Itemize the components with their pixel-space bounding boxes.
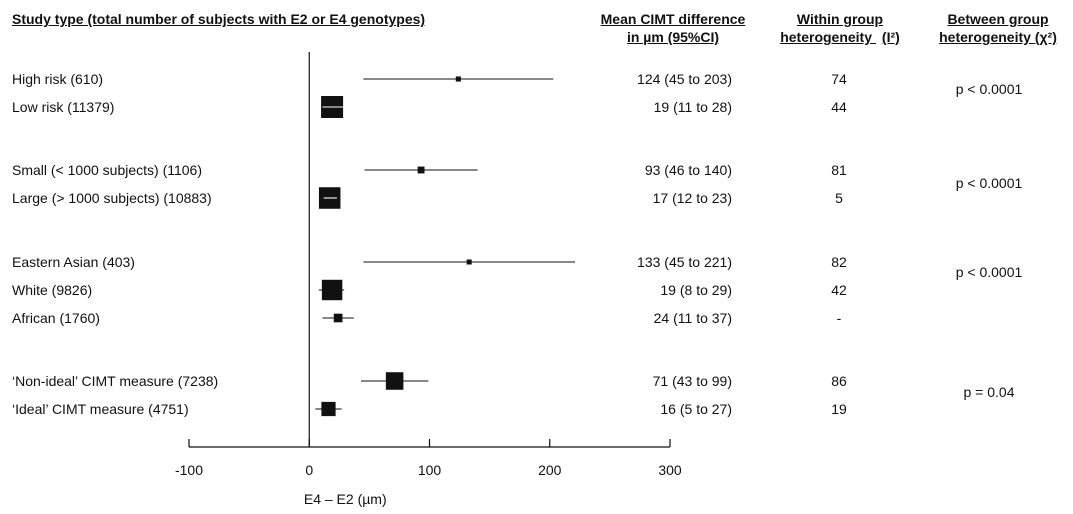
row-i2: 82 — [831, 254, 847, 270]
row-estimate: 19 (11 to 28) — [653, 99, 732, 115]
row-estimate: 17 (12 to 23) — [652, 190, 732, 206]
point-estimate-marker — [455, 76, 461, 82]
within-group-header-symbol: (I²) — [881, 29, 900, 45]
point-estimate-marker — [466, 259, 472, 265]
row-i2: 42 — [831, 282, 847, 298]
group-p-value: p < 0.0001 — [955, 81, 1023, 97]
row-label: Eastern Asian (403) — [12, 254, 135, 270]
row-label: Small (< 1000 subjects) (1106) — [12, 162, 202, 178]
row-estimate: 16 (5 to 27) — [660, 401, 732, 417]
group-p-value: p = 0.04 — [963, 384, 1015, 400]
row-estimate: 133 (45 to 221) — [637, 254, 732, 270]
row-estimate: 71 (43 to 99) — [652, 373, 732, 389]
x-tick-label: 300 — [658, 462, 682, 478]
within-group-header-line1: Within group — [796, 11, 884, 27]
forest-plot-marks: -100 0 100 200 300 — [175, 52, 682, 478]
mean-cimt-header-line1: Mean CIMT difference — [600, 11, 746, 27]
row-i2: 19 — [831, 401, 847, 417]
x-tick-label: 200 — [538, 462, 562, 478]
row-label: Large (> 1000 subjects) (10883) — [12, 190, 212, 206]
within-group-header-line2: heterogeneity (I²) — [770, 28, 910, 46]
point-estimate-marker — [417, 166, 425, 174]
row-i2: 86 — [831, 373, 847, 389]
x-tick-label: 100 — [418, 462, 442, 478]
group-p-value: p < 0.0001 — [955, 264, 1023, 280]
row-i2: - — [836, 310, 842, 326]
row-label: African (1760) — [12, 310, 100, 326]
row-label: ‘Ideal’ CIMT measure (4751) — [12, 401, 189, 417]
row-estimate: 93 (46 to 140) — [644, 162, 732, 178]
point-estimate-marker — [385, 372, 404, 390]
row-estimate: 124 (45 to 203) — [637, 71, 732, 87]
between-group-header-line1: Between group — [947, 11, 1049, 27]
row-i2: 44 — [831, 99, 847, 115]
point-estimate-marker — [321, 401, 336, 417]
study-type-header: Study type (total number of subjects wit… — [12, 11, 426, 27]
row-label: White (9826) — [12, 282, 93, 298]
row-label: Low risk (11379) — [12, 99, 115, 115]
between-group-header: Between group heterogeneity (χ²) — [928, 10, 1068, 46]
row-i2: 5 — [835, 190, 843, 206]
between-group-header-line2: heterogeneity (χ²) — [939, 29, 1057, 45]
mean-cimt-header-line2: in µm (95%CI) — [626, 29, 720, 45]
x-axis-label: E4 – E2 (µm) — [304, 491, 387, 507]
point-estimate-marker — [321, 279, 343, 301]
x-tick-label: -100 — [175, 462, 203, 478]
within-group-header: Within group heterogeneity (I²) — [770, 10, 910, 46]
group-p-value: p < 0.0001 — [955, 175, 1023, 191]
row-estimate: 24 (11 to 37) — [653, 310, 732, 326]
row-i2: 81 — [831, 162, 847, 178]
row-label: High risk (610) — [12, 71, 104, 87]
mean-cimt-header: Mean CIMT difference in µm (95%CI) — [588, 10, 758, 46]
point-estimate-marker — [333, 313, 343, 323]
x-tick-label: 0 — [305, 462, 313, 478]
within-group-header-line2-text: heterogeneity — [780, 29, 873, 45]
row-label: ‘Non-ideal’ CIMT measure (7238) — [12, 373, 219, 389]
row-i2: 74 — [831, 71, 847, 87]
row-estimate: 19 (8 to 29) — [660, 282, 732, 298]
